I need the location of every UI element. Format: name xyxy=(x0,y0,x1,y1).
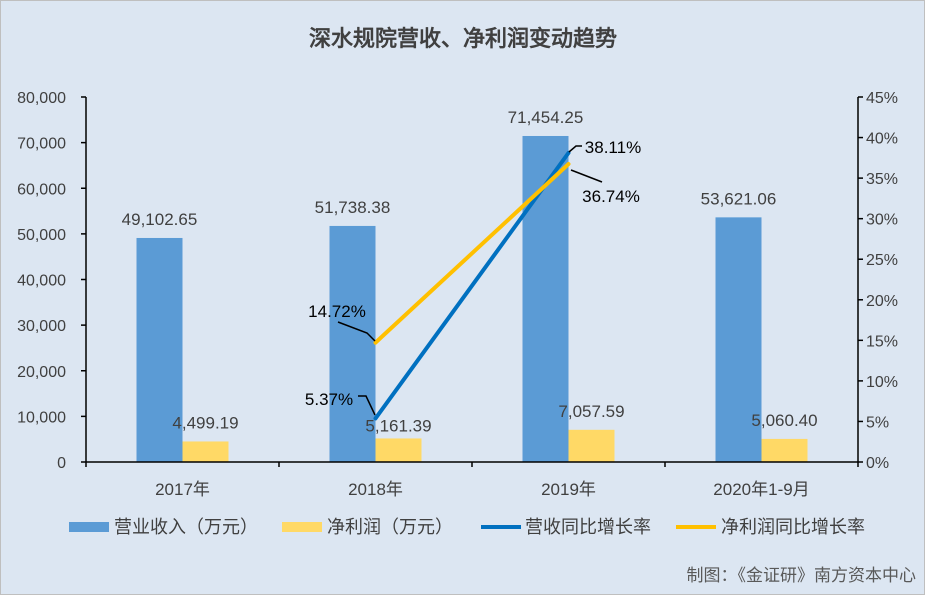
revenue-growth-leader-line-2018 xyxy=(358,395,376,416)
revenue-bar-2018 xyxy=(329,225,376,462)
left-axis-tick-label: 30,000 xyxy=(17,318,66,335)
right-axis-tick-label: 15% xyxy=(866,333,898,350)
left-axis-tick-label: 10,000 xyxy=(17,409,66,426)
left-axis-tick-label: 40,000 xyxy=(17,273,66,290)
revenue-bar-2019 xyxy=(522,135,569,462)
net-profit-growth-leader-line-2018 xyxy=(337,321,376,342)
legend-item-revenue: 营业收入（万元） xyxy=(69,517,258,537)
lines-layer xyxy=(373,150,571,421)
left-axis-tick-label: 50,000 xyxy=(17,227,66,244)
left-axis-tick-label: 20,000 xyxy=(17,364,66,381)
revenue-growth-data-label-2019: 38.11% xyxy=(585,138,641,157)
right-axis-tick-label: 25% xyxy=(866,252,898,269)
legend-label-revenue: 营业收入（万元） xyxy=(114,517,258,537)
x-axis-category-label-2017: 2017年 xyxy=(155,480,210,499)
ticks-layer: 0 10,000 20,000 30,000 40,000 50,000 60,000 70,… xyxy=(17,90,898,499)
revenue-bar-2017 xyxy=(136,237,183,462)
x-axis-category-label-2019: 2019年 xyxy=(541,480,596,499)
right-axis-tick-label: 5% xyxy=(866,414,889,431)
footer-credit: 制图：《金证研》南方资本中心 xyxy=(687,566,917,585)
right-axis-tick-label: 40% xyxy=(866,131,898,148)
right-axis-tick-label: 35% xyxy=(866,171,898,188)
legend-item-revenue-growth: 营收同比增长率 xyxy=(481,517,651,537)
net-profit-data-label-2017: 4,499.19 xyxy=(172,413,238,432)
net-profit-bar-2019 xyxy=(568,429,615,462)
legend-label-net-profit-growth: 净利润同比增长率 xyxy=(721,517,865,537)
net-profit-bar-2017 xyxy=(182,441,229,462)
net-profit-data-label-2018: 5,161.39 xyxy=(365,416,431,435)
legend: 营业收入（万元） 净利润（万元） 营收同比增长率 净利润同比增长率 xyxy=(69,517,865,537)
revenue-data-label-2018: 51,738.38 xyxy=(315,198,391,217)
data-labels-layer: 49,102.65 51,738.38 71,454.25 53,621.06 4,49… xyxy=(122,108,818,435)
revenue-growth-data-label-2018: 5.37% xyxy=(305,390,353,409)
left-axis-tick-label: 80,000 xyxy=(17,90,66,107)
revenue-data-label-2017: 49,102.65 xyxy=(122,210,198,229)
left-axis-tick-label: 60,000 xyxy=(17,181,66,198)
net-profit-growth-line xyxy=(373,161,571,345)
net-profit-data-label-2020-jan-sep: 5,060.40 xyxy=(751,411,817,430)
right-axis-tick-label: 20% xyxy=(866,293,898,310)
left-axis-tick-label: 0 xyxy=(57,455,66,472)
revenue-data-label-2020-jan-sep: 53,621.06 xyxy=(701,189,777,208)
bars-layer xyxy=(136,135,808,462)
right-axis-tick-label: 0% xyxy=(866,455,889,472)
legend-label-net-profit: 净利润（万元） xyxy=(327,517,453,537)
right-axis-tick-label: 30% xyxy=(866,212,898,229)
left-axis-tick-label: 70,000 xyxy=(17,136,66,153)
x-axis-category-label-2020-jan-sep: 2020年1-9月 xyxy=(713,480,809,499)
net-profit-data-label-2019: 7,057.59 xyxy=(558,402,624,421)
right-axis-tick-label: 45% xyxy=(866,90,898,107)
revenue-growth-leader-line-2019 xyxy=(568,145,582,153)
revenue-bar-2020-jan-sep xyxy=(715,217,762,462)
net-profit-bar-2020-jan-sep xyxy=(761,438,808,462)
x-axis-category-label-2018: 2018年 xyxy=(348,480,403,499)
net-profit-growth-leader-line-2019 xyxy=(570,169,603,183)
net-profit-bar-2018 xyxy=(375,438,422,462)
revenue-data-label-2019: 71,454.25 xyxy=(508,108,584,127)
legend-label-revenue-growth: 营收同比增长率 xyxy=(525,517,651,537)
legend-swatch-revenue xyxy=(69,522,109,532)
legend-swatch-net-profit xyxy=(282,522,322,532)
legend-item-net-profit-growth: 净利润同比增长率 xyxy=(676,517,865,537)
net-profit-growth-data-label-2018: 14.72% xyxy=(308,302,366,321)
chart-title: 深水规院营收、净利润变动趋势 xyxy=(309,26,617,51)
legend-item-net-profit: 净利润（万元） xyxy=(282,517,453,537)
revenue-growth-line xyxy=(373,150,571,421)
right-axis-tick-label: 10% xyxy=(866,374,898,391)
net-profit-growth-data-label-2019: 36.74% xyxy=(582,187,640,206)
